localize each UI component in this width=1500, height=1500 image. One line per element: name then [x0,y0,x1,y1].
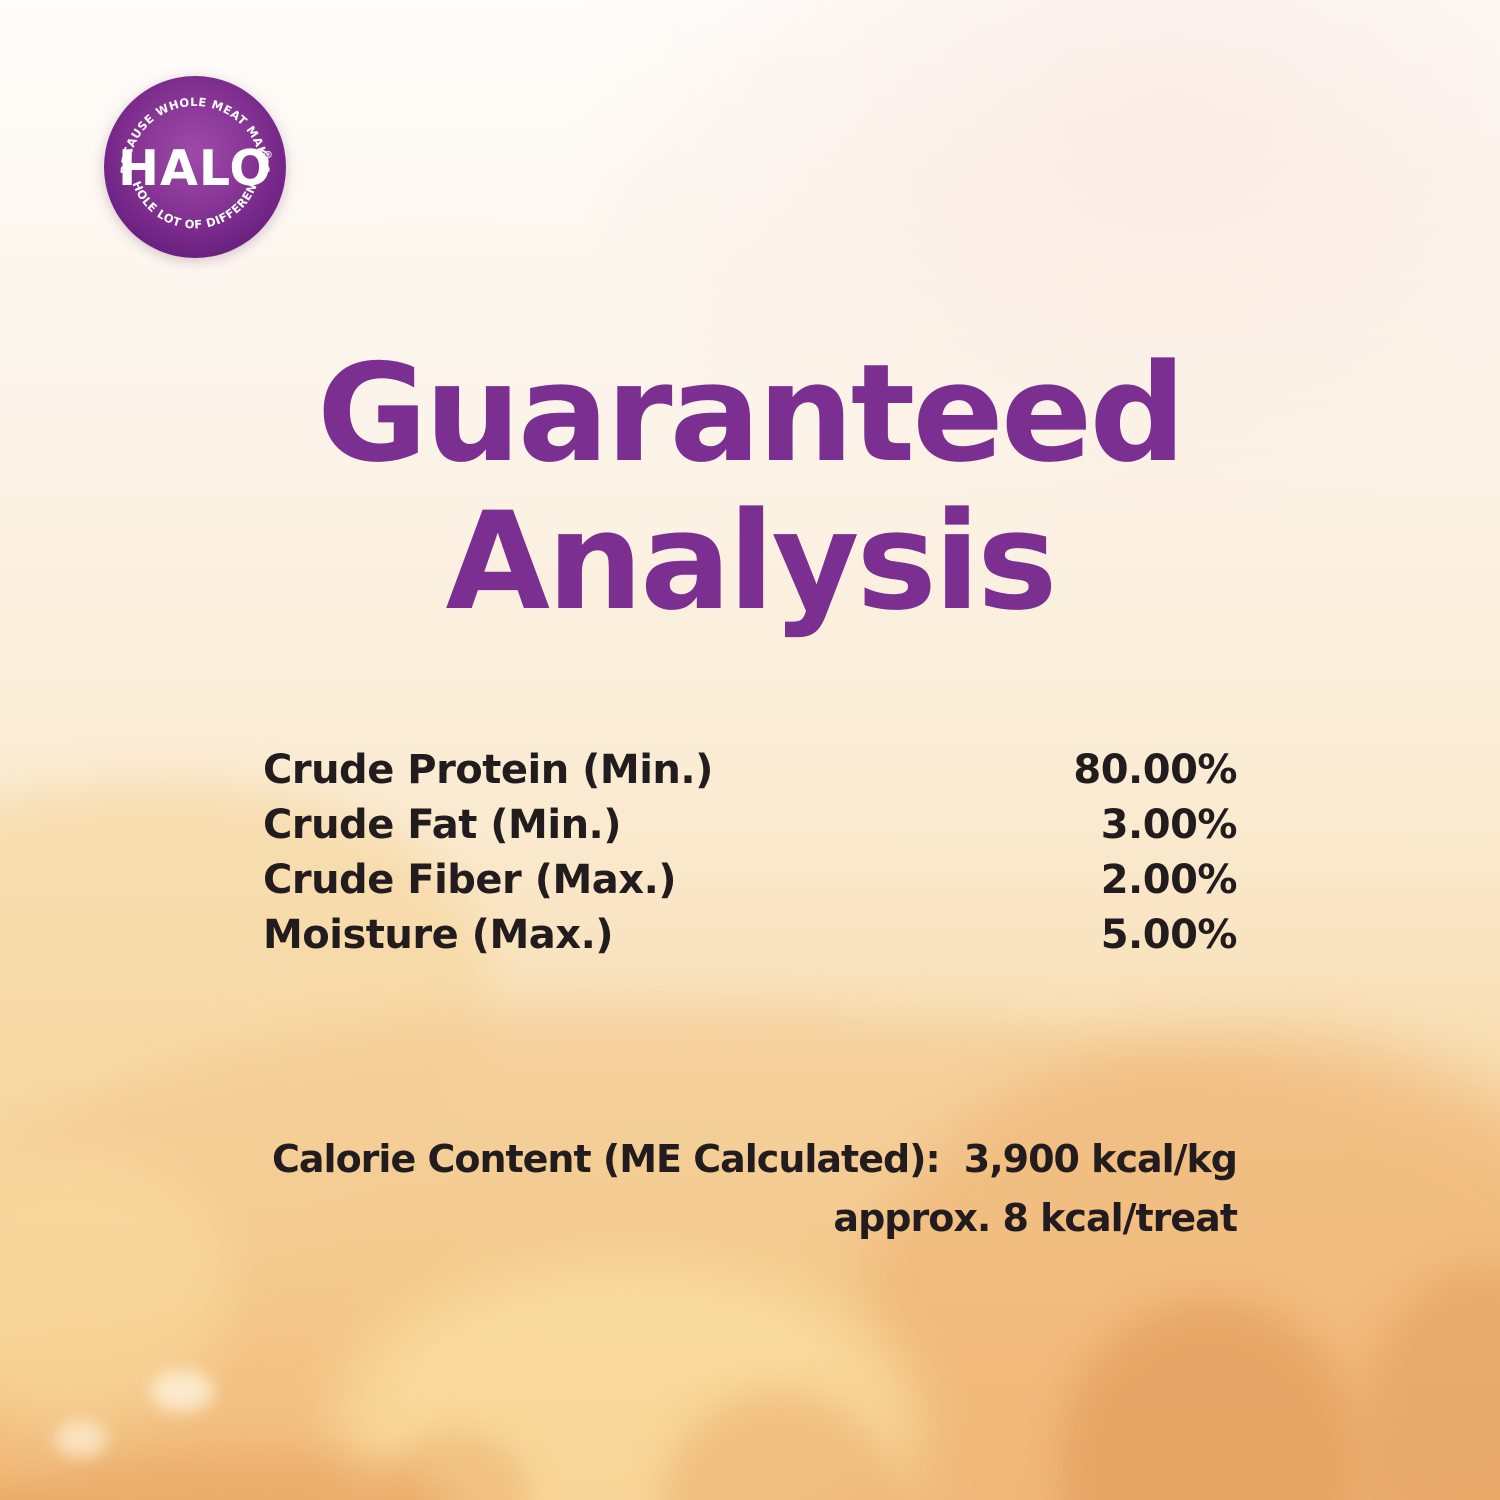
calorie-content: Calorie Content (ME Calculated): 3,900 kc… [272,1130,1238,1248]
calorie-label: Calorie Content (ME Calculated): [272,1137,941,1181]
halo-logo: BECAUSE WHOLE MEAT MAKES A WHOLE LOT OF … [96,64,287,259]
nutrient-label: Crude Fat (Min.) [263,801,622,848]
guaranteed-analysis-table: Crude Protein (Min.) 80.00% Crude Fat (M… [263,742,1238,962]
nutrient-value: 80.00% [1073,746,1237,793]
page-title-line2: Analysis [445,483,1058,640]
calorie-line-secondary: approx. 8 kcal/treat [833,1196,1238,1240]
table-row: Crude Fat (Min.) 3.00% [263,797,1238,852]
nutrient-value: 5.00% [1100,911,1238,958]
page-title: Guaranteed Analysis [0,340,1500,636]
halo-logo-badge: BECAUSE WHOLE MEAT MAKES A WHOLE LOT OF … [96,64,286,258]
distant-light-speck [55,1420,107,1458]
distant-light-speck [150,1370,214,1412]
nutrient-value: 3.00% [1100,801,1238,848]
page-title-line1: Guaranteed [316,335,1186,492]
logo-brand-name: HALO [118,140,272,197]
table-row: Crude Protein (Min.) 80.00% [263,742,1237,797]
nutrient-label: Moisture (Max.) [263,911,614,958]
calorie-value-kg: 3,900 kcal/kg [963,1137,1238,1181]
logo-registered-mark-icon: ® [263,150,273,161]
nutrient-label: Crude Fiber (Max.) [263,856,677,903]
nutrient-value: 2.00% [1100,856,1238,903]
logo-circle [104,76,286,258]
nutrient-label: Crude Protein (Min.) [263,746,713,793]
table-row: Crude Fiber (Max.) 2.00% [263,852,1238,907]
table-row: Moisture (Max.) 5.00% [263,907,1238,962]
calorie-line-primary: Calorie Content (ME Calculated): 3,900 kc… [272,1130,1238,1189]
